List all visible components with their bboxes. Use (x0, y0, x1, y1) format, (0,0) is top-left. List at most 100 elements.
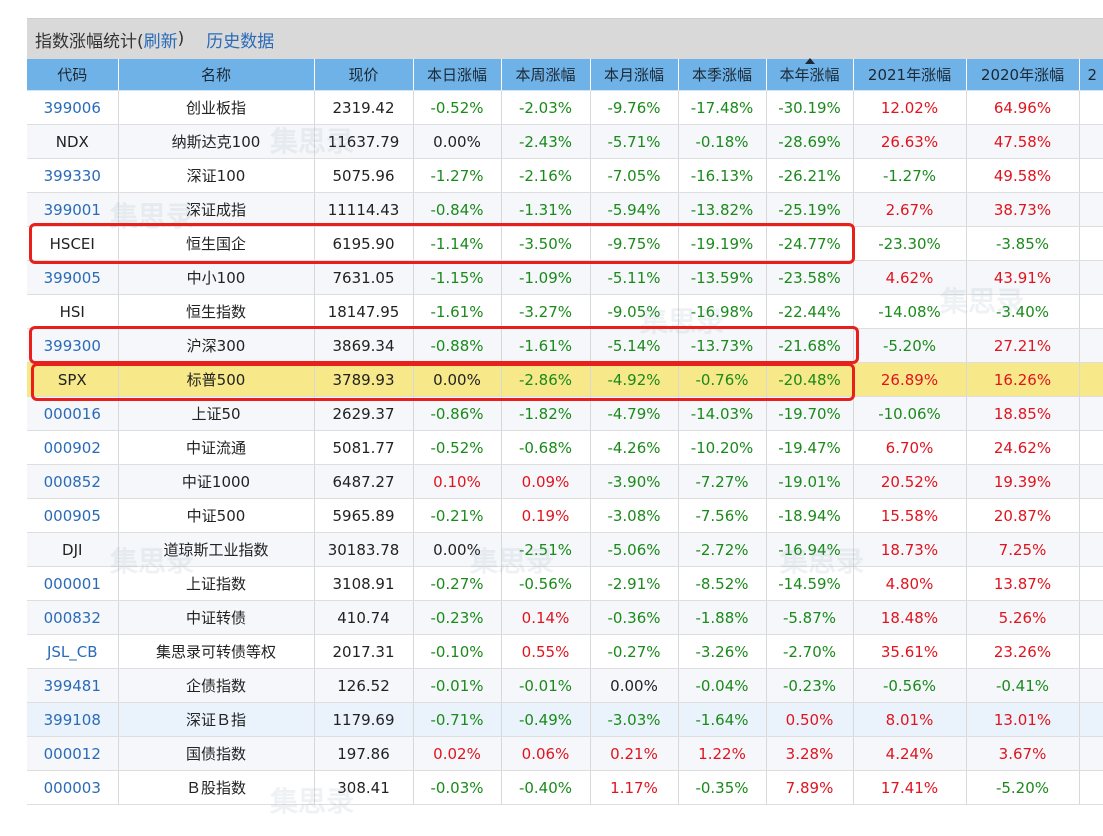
table-row[interactable]: 399001 深证成指 11114.43 -0.84% -1.31% -5.94% -13.… (27, 192, 1103, 227)
index-code-link[interactable]: HSI (27, 294, 119, 329)
col-header-price[interactable]: 现价 (314, 59, 414, 91)
history-data-link[interactable]: 历史数据 (206, 31, 275, 52)
overflow-cell (1079, 600, 1103, 635)
change-month: -4.79% (590, 396, 679, 431)
index-code-link[interactable]: JSL_CB (27, 634, 119, 669)
change-year: -25.19% (766, 192, 854, 227)
index-code-link[interactable]: 399481 (27, 668, 119, 703)
change-month: -0.36% (590, 600, 679, 635)
change-2021: 2.67% (853, 192, 967, 227)
change-month: -2.91% (590, 566, 679, 601)
index-code-link[interactable]: 000852 (27, 464, 119, 499)
table-row[interactable]: 399330 深证100 5075.96 -1.27% -2.16% -7.05% -16.… (27, 158, 1103, 193)
table-row[interactable]: 000012 国债指数 197.86 0.02% 0.06% 0.21% 1.22% 3.28… (27, 736, 1103, 771)
col-header-name[interactable]: 名称 (118, 59, 315, 91)
col-header-code[interactable]: 代码 (27, 59, 119, 91)
change-2020: -0.41% (966, 668, 1080, 703)
change-2020: 3.67% (966, 736, 1080, 771)
overflow-cell (1079, 260, 1103, 295)
col-header-year[interactable]: 本年涨幅 (766, 58, 854, 91)
overflow-cell (1079, 396, 1103, 431)
table-row[interactable]: 399005 中小100 7631.05 -1.15% -1.09% -5.11% -13.… (27, 260, 1103, 295)
index-code-link[interactable]: 399001 (27, 192, 119, 227)
index-code-link[interactable]: 000016 (27, 396, 119, 431)
index-name: Ｂ股指数 (118, 770, 315, 805)
index-code-link[interactable]: 000003 (27, 770, 119, 805)
col-header-2021[interactable]: 2021年涨幅 (853, 59, 967, 91)
change-day: -1.27% (413, 158, 502, 193)
col-header-2020[interactable]: 2020年涨幅 (966, 59, 1080, 91)
table-row[interactable]: 399300 沪深300 3869.34 -0.88% -1.61% -5.14% -13.… (27, 328, 1103, 363)
table-row[interactable]: NDX 纳斯达克100 11637.79 0.00% -2.43% -5.71% -0.18… (27, 124, 1103, 159)
table-row[interactable]: 000905 中证500 5965.89 -0.21% 0.19% -3.08% -7.56… (27, 498, 1103, 533)
index-code-link[interactable]: DJI (27, 532, 119, 567)
index-name: 道琼斯工业指数 (118, 532, 315, 567)
overflow-cell (1079, 328, 1103, 363)
change-week: -2.43% (501, 124, 591, 159)
col-header-more[interactable]: 2 (1079, 59, 1103, 91)
change-day: -0.84% (413, 192, 502, 227)
index-price: 11637.79 (314, 124, 414, 159)
change-2021: 18.48% (853, 600, 967, 635)
table-row[interactable]: 000003 Ｂ股指数 308.41 -0.03% -0.40% 1.17% -0.35% 7… (27, 770, 1103, 805)
change-day: -1.15% (413, 260, 502, 295)
table-row[interactable]: HSCEI 恒生国企 6195.90 -1.14% -3.50% -9.75% -19.19… (27, 226, 1103, 261)
change-quarter: -13.59% (678, 260, 767, 295)
change-quarter: -7.56% (678, 498, 767, 533)
table-row[interactable]: SPX 标普500 3789.93 0.00% -2.86% -4.92% -0.76% -2… (27, 362, 1103, 397)
index-code-link[interactable]: HSCEI (27, 226, 119, 261)
change-2020: 18.85% (966, 396, 1080, 431)
index-price: 6195.90 (314, 226, 414, 261)
change-year: -21.68% (766, 328, 854, 363)
change-year: -18.94% (766, 498, 854, 533)
col-header-month[interactable]: 本月涨幅 (590, 59, 679, 91)
index-price: 7631.05 (314, 260, 414, 295)
index-code-link[interactable]: 000902 (27, 430, 119, 465)
change-2020: -3.85% (966, 226, 1080, 261)
index-code-link[interactable]: 399330 (27, 158, 119, 193)
table-row[interactable]: 399006 创业板指 2319.42 -0.52% -2.03% -9.76% -17.4… (27, 90, 1103, 125)
table-row[interactable]: 000832 中证转债 410.74 -0.23% 0.14% -0.36% -1.88% -… (27, 600, 1103, 635)
table-row[interactable]: 000001 上证指数 3108.91 -0.27% -0.56% -2.91% -8.52… (27, 566, 1103, 601)
table-row[interactable]: 399108 深证Ｂ指 1179.69 -0.71% -0.49% -3.03% -1.64… (27, 702, 1103, 737)
col-header-week[interactable]: 本周涨幅 (501, 59, 591, 91)
change-year: -22.44% (766, 294, 854, 329)
change-2020: 24.62% (966, 430, 1080, 465)
index-price: 126.52 (314, 668, 414, 703)
change-month: -5.11% (590, 260, 679, 295)
index-code-link[interactable]: NDX (27, 124, 119, 159)
index-code-link[interactable]: 399006 (27, 90, 119, 125)
index-code-link[interactable]: 000905 (27, 498, 119, 533)
change-2021: 18.73% (853, 532, 967, 567)
table-row[interactable]: DJI 道琼斯工业指数 30183.78 0.00% -2.51% -5.06% -2.72… (27, 532, 1103, 567)
refresh-link[interactable]: 刷新 (143, 31, 178, 52)
table-row[interactable]: 399481 企债指数 126.52 -0.01% -0.01% 0.00% -0.04% -… (27, 668, 1103, 703)
index-name: 深证100 (118, 158, 315, 193)
index-code-link[interactable]: 399108 (27, 702, 119, 737)
index-price: 1179.69 (314, 702, 414, 737)
index-name: 标普500 (118, 362, 315, 397)
change-month: -5.94% (590, 192, 679, 227)
table-row[interactable]: 000852 中证1000 6487.27 0.10% 0.09% -3.90% -7.27… (27, 464, 1103, 499)
change-week: -2.03% (501, 90, 591, 125)
index-code-link[interactable]: 000001 (27, 566, 119, 601)
table-row[interactable]: 000016 上证50 2629.37 -0.86% -1.82% -4.79% -14.0… (27, 396, 1103, 431)
index-name: 沪深300 (118, 328, 315, 363)
change-quarter: -10.20% (678, 430, 767, 465)
change-day: 0.00% (413, 362, 502, 397)
panel-title-close: ) (177, 29, 185, 49)
index-code-link[interactable]: 399300 (27, 328, 119, 363)
index-name: 中证转债 (118, 600, 315, 635)
sort-asc-icon (804, 58, 815, 64)
index-code-link[interactable]: 399005 (27, 260, 119, 295)
col-header-day[interactable]: 本日涨幅 (413, 59, 502, 91)
table-row[interactable]: HSI 恒生指数 18147.95 -1.61% -3.27% -9.05% -16.98%… (27, 294, 1103, 329)
index-code-link[interactable]: SPX (27, 362, 119, 397)
index-code-link[interactable]: 000832 (27, 600, 119, 635)
col-header-quarter[interactable]: 本季涨幅 (678, 59, 767, 91)
table-row[interactable]: 000902 中证流通 5081.77 -0.52% -0.68% -4.26% -10.2… (27, 430, 1103, 465)
table-row[interactable]: JSL_CB 集思录可转债等权 2017.31 -0.10% 0.55% -0.27% -3… (27, 634, 1103, 669)
change-2021: 17.41% (853, 770, 967, 805)
change-quarter: -13.82% (678, 192, 767, 227)
index-code-link[interactable]: 000012 (27, 736, 119, 771)
